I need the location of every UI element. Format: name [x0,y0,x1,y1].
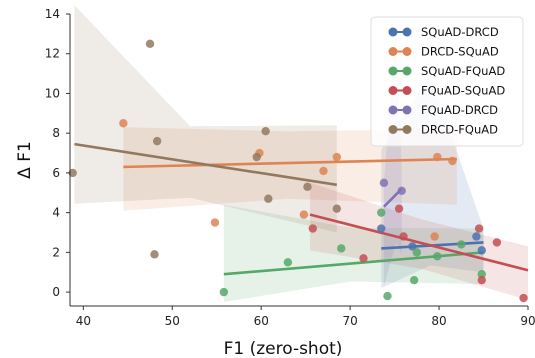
band-squad-fquad [223,204,484,302]
legend-label-fquad-squad: FQuAD-SQuAD [421,84,505,98]
point-squad-fquad-4 [383,291,392,301]
x-tick-label: 50 [165,314,180,328]
point-squad-drcd-2 [472,232,481,241]
x-tick-label: 70 [342,314,357,328]
legend: SQuAD-DRCD DRCD-SQuAD SQuAD-FQuAD FQuAD-SQu… [370,16,524,147]
fit-line-drcd-fquad [74,142,337,187]
point-drcd-fquad-4 [252,152,261,162]
point-fquad-drcd-1 [397,186,406,195]
point-squad-fquad-7 [433,252,442,261]
point-fquad-squad-0 [308,224,317,233]
point-drcd-squad-7 [448,156,457,166]
fit-line-fquad-squad [309,213,529,272]
point-drcd-fquad-2 [150,250,159,259]
point-drcd-fquad-3 [152,136,162,146]
x-tick-label: 90 [520,314,535,328]
legend-label-drcd-squad: DRCD-SQuAD [421,45,499,59]
point-fquad-squad-3 [399,232,408,241]
legend-marker-squad-fquad [388,66,398,76]
point-drcd-fquad-6 [264,194,273,203]
legend-marker-end-drcd-squad [402,47,412,56]
point-drcd-fquad-8 [332,204,341,213]
y-tick-label: 2 [52,245,60,259]
x-axis-label: F1 (zero-shot) [224,339,343,358]
point-fquad-drcd-0 [379,178,389,188]
legend-marker-end-squad-drcd [402,27,412,37]
point-drcd-fquad-1 [145,39,155,48]
point-drcd-squad-6 [433,152,442,162]
legend-marker-drcd-squad [388,47,398,56]
point-squad-drcd-0 [377,224,386,233]
legend-label-squad-fquad: SQuAD-FQuAD [421,64,505,78]
point-drcd-fquad-0 [68,168,77,178]
point-drcd-squad-1 [210,218,220,227]
point-drcd-squad-5 [332,152,341,162]
y-tick-label: 10 [45,86,60,100]
y-tick-label: 4 [52,206,60,220]
y-tick-label: 14 [45,7,60,21]
band-drcd-squad [123,127,457,211]
y-tick-label: 6 [52,166,60,180]
legend-marker-end-fquad-drcd [402,105,412,115]
legend-marker-end-drcd-fquad [402,125,412,134]
point-squad-fquad-1 [283,258,293,267]
legend-marker-squad-drcd [388,27,398,37]
point-drcd-squad-4 [319,166,328,176]
fit-line-drcd-squad [123,157,457,169]
legend-label-squad-drcd: SQuAD-DRCD [421,25,499,39]
legend-marker-drcd-fquad [388,125,398,134]
y-tick-label: 12 [45,47,60,61]
point-squad-fquad-9 [477,270,486,279]
point-fquad-squad-7 [519,293,528,303]
point-squad-fquad-3 [377,208,386,217]
point-squad-fquad-2 [337,244,346,253]
point-fquad-squad-2 [394,204,404,213]
y-tick-label: 8 [52,126,60,140]
point-drcd-squad-3 [299,210,309,219]
point-fquad-squad-1 [359,254,368,263]
legend-marker-end-squad-fquad [402,66,412,76]
point-fquad-squad-5 [477,275,486,285]
point-drcd-squad-0 [119,119,128,128]
legend-marker-end-fquad-squad [402,86,412,95]
point-fquad-squad-4 [474,224,484,233]
x-tick-label: 80 [431,314,446,328]
y-axis-label: Δ F1 [15,141,35,179]
point-squad-fquad-5 [409,275,419,285]
point-fquad-squad-6 [492,238,502,247]
point-squad-fquad-8 [457,240,466,249]
point-drcd-fquad-7 [303,182,312,192]
axes: 40 50 60 70 80 90 0 2 4 6 8 10 12 14 [45,7,535,328]
point-squad-drcd-3 [477,246,486,255]
point-drcd-squad-8 [430,232,439,241]
legend-marker-fquad-squad [388,86,398,95]
band-drcd-fquad [74,5,337,233]
x-tick-label: 60 [254,314,269,328]
y-tick-label: 0 [52,285,60,299]
x-tick-label: 40 [76,314,91,328]
point-drcd-fquad-5 [261,126,270,136]
point-squad-fquad-6 [412,248,422,257]
data-points [68,39,528,303]
point-squad-fquad-0 [219,287,229,297]
point-squad-drcd-1 [408,242,417,251]
legend-marker-fquad-drcd [388,105,398,115]
legend-label-drcd-fquad: DRCD-FQuAD [421,123,498,137]
legend-label-fquad-drcd: FQuAD-DRCD [421,103,498,117]
